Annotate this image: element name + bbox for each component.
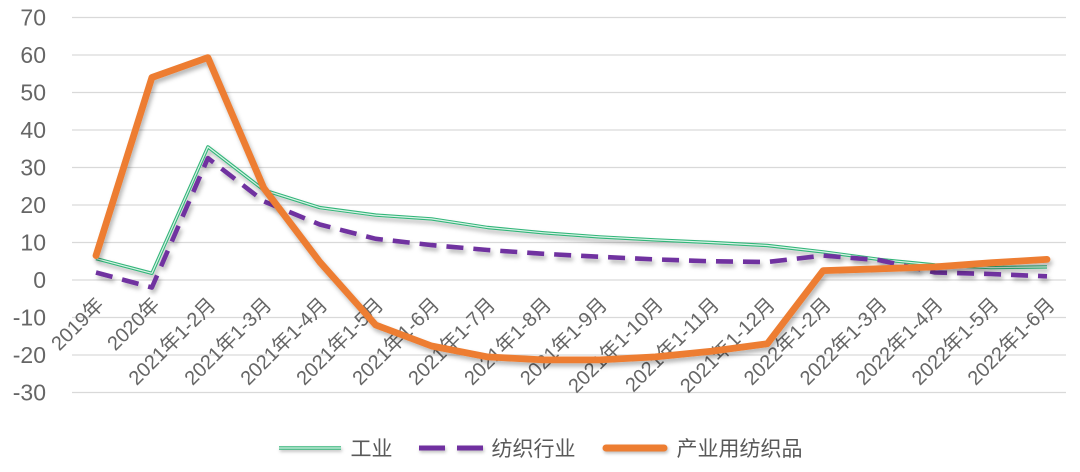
y-tick-label: 50 bbox=[20, 80, 46, 106]
legend-item-industry: 工业 bbox=[278, 433, 393, 463]
legend-label-industry: 工业 bbox=[350, 438, 393, 461]
y-tick-label: -30 bbox=[13, 380, 46, 406]
y-tick-label: 0 bbox=[33, 267, 46, 293]
y-tick-label: 30 bbox=[20, 155, 46, 181]
y-tick-label: 70 bbox=[20, 5, 46, 31]
legend-item-textile-industry: 纺织行业 bbox=[418, 433, 576, 463]
x-tick-label: 2019年 bbox=[47, 293, 109, 355]
legend-label-textile-industry: 纺织行业 bbox=[491, 438, 576, 461]
legend-swatch-thick-orange-line-icon bbox=[602, 444, 667, 452]
chart-legend: 工业 纺织行业 产业用纺织品 bbox=[0, 432, 1080, 464]
legend-item-technical-textiles: 产业用纺织品 bbox=[602, 433, 803, 463]
gridlines bbox=[72, 16, 1066, 394]
y-tick-label: 60 bbox=[20, 42, 46, 68]
x-axis-labels: 2019年2020年2021年1-2月2021年1-3月2021年1-4月202… bbox=[47, 293, 1060, 397]
x-tick-label: 2021年1-10月 bbox=[564, 293, 668, 397]
legend-swatch-thin-green-line-icon bbox=[278, 446, 341, 450]
series-line-0 bbox=[95, 145, 1048, 275]
y-tick-label: -10 bbox=[13, 305, 46, 331]
y-tick-label: 40 bbox=[20, 117, 46, 143]
legend-swatch-purple-dashed-line-icon bbox=[418, 445, 483, 451]
y-axis-labels: 70 60 50 40 30 20 10 0 -10 -20 -30 bbox=[13, 5, 46, 406]
series-line-2 bbox=[92, 54, 1051, 364]
y-tick-label: 20 bbox=[20, 192, 46, 218]
series-line-1 bbox=[95, 155, 1048, 290]
y-tick-label: -20 bbox=[13, 342, 46, 368]
legend-label-technical-textiles: 产业用纺织品 bbox=[676, 438, 803, 461]
y-tick-label: 10 bbox=[20, 230, 46, 256]
x-tick-label: 2021年1-11月 bbox=[621, 293, 724, 396]
